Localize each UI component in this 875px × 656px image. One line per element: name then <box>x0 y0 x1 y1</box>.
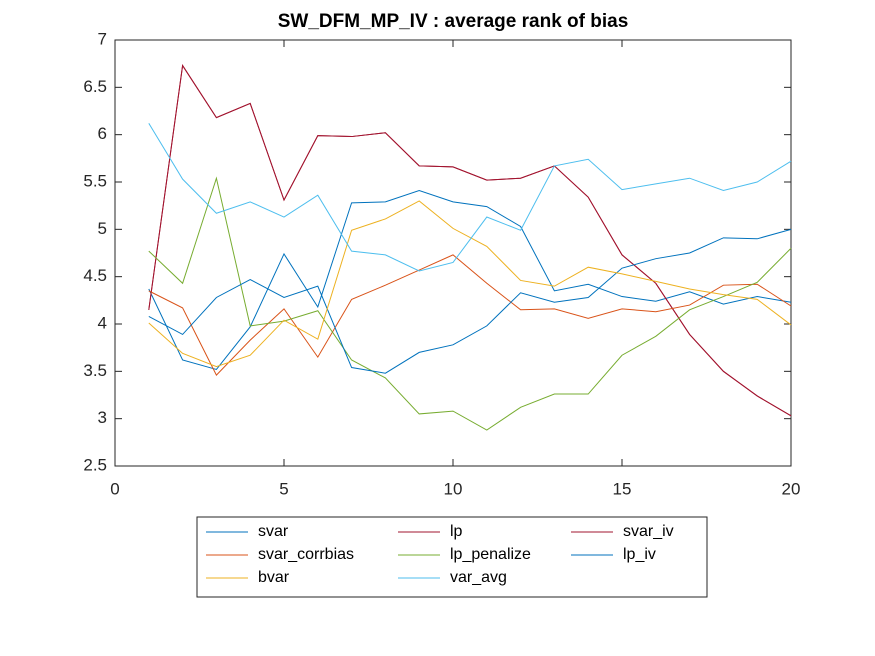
legend-label: svar <box>258 523 289 540</box>
legend-label: var_avg <box>450 569 507 586</box>
line <box>148 176 792 431</box>
y-tick-label: 5 <box>98 219 107 238</box>
legend-label: lp_iv <box>623 546 656 563</box>
y-tick-label: 3 <box>98 408 107 427</box>
y-tick-label: 5.5 <box>83 171 107 190</box>
legend-label: svar_iv <box>623 523 674 540</box>
y-tick-label: 4.5 <box>83 266 107 285</box>
line <box>148 254 792 376</box>
y-tick-label: 6 <box>98 124 107 143</box>
y-tick-label: 7 <box>98 29 107 48</box>
x-tick-label: 5 <box>279 479 288 498</box>
line <box>148 64 792 417</box>
x-tick-label: 10 <box>444 479 463 498</box>
legend-label: lp_penalize <box>450 546 531 563</box>
legend-label: svar_corrbias <box>258 546 354 563</box>
x-tick-label: 0 <box>110 479 119 498</box>
y-tick-label: 3.5 <box>83 361 107 380</box>
y-tick-label: 4 <box>98 313 107 332</box>
x-tick-label: 15 <box>613 479 632 498</box>
plot-area <box>114 39 792 467</box>
legend-label: lp <box>450 523 463 540</box>
line <box>148 228 792 374</box>
line <box>148 189 792 371</box>
line <box>148 200 792 368</box>
y-tick-label: 2.5 <box>83 455 107 474</box>
y-tick-label: 6.5 <box>83 77 107 96</box>
chart-title: SW_DFM_MP_IV : average rank of bias <box>278 11 629 32</box>
x-tick-label: 20 <box>782 479 801 498</box>
legend-label: bvar <box>258 569 290 586</box>
legend <box>196 516 708 598</box>
line <box>148 123 792 272</box>
